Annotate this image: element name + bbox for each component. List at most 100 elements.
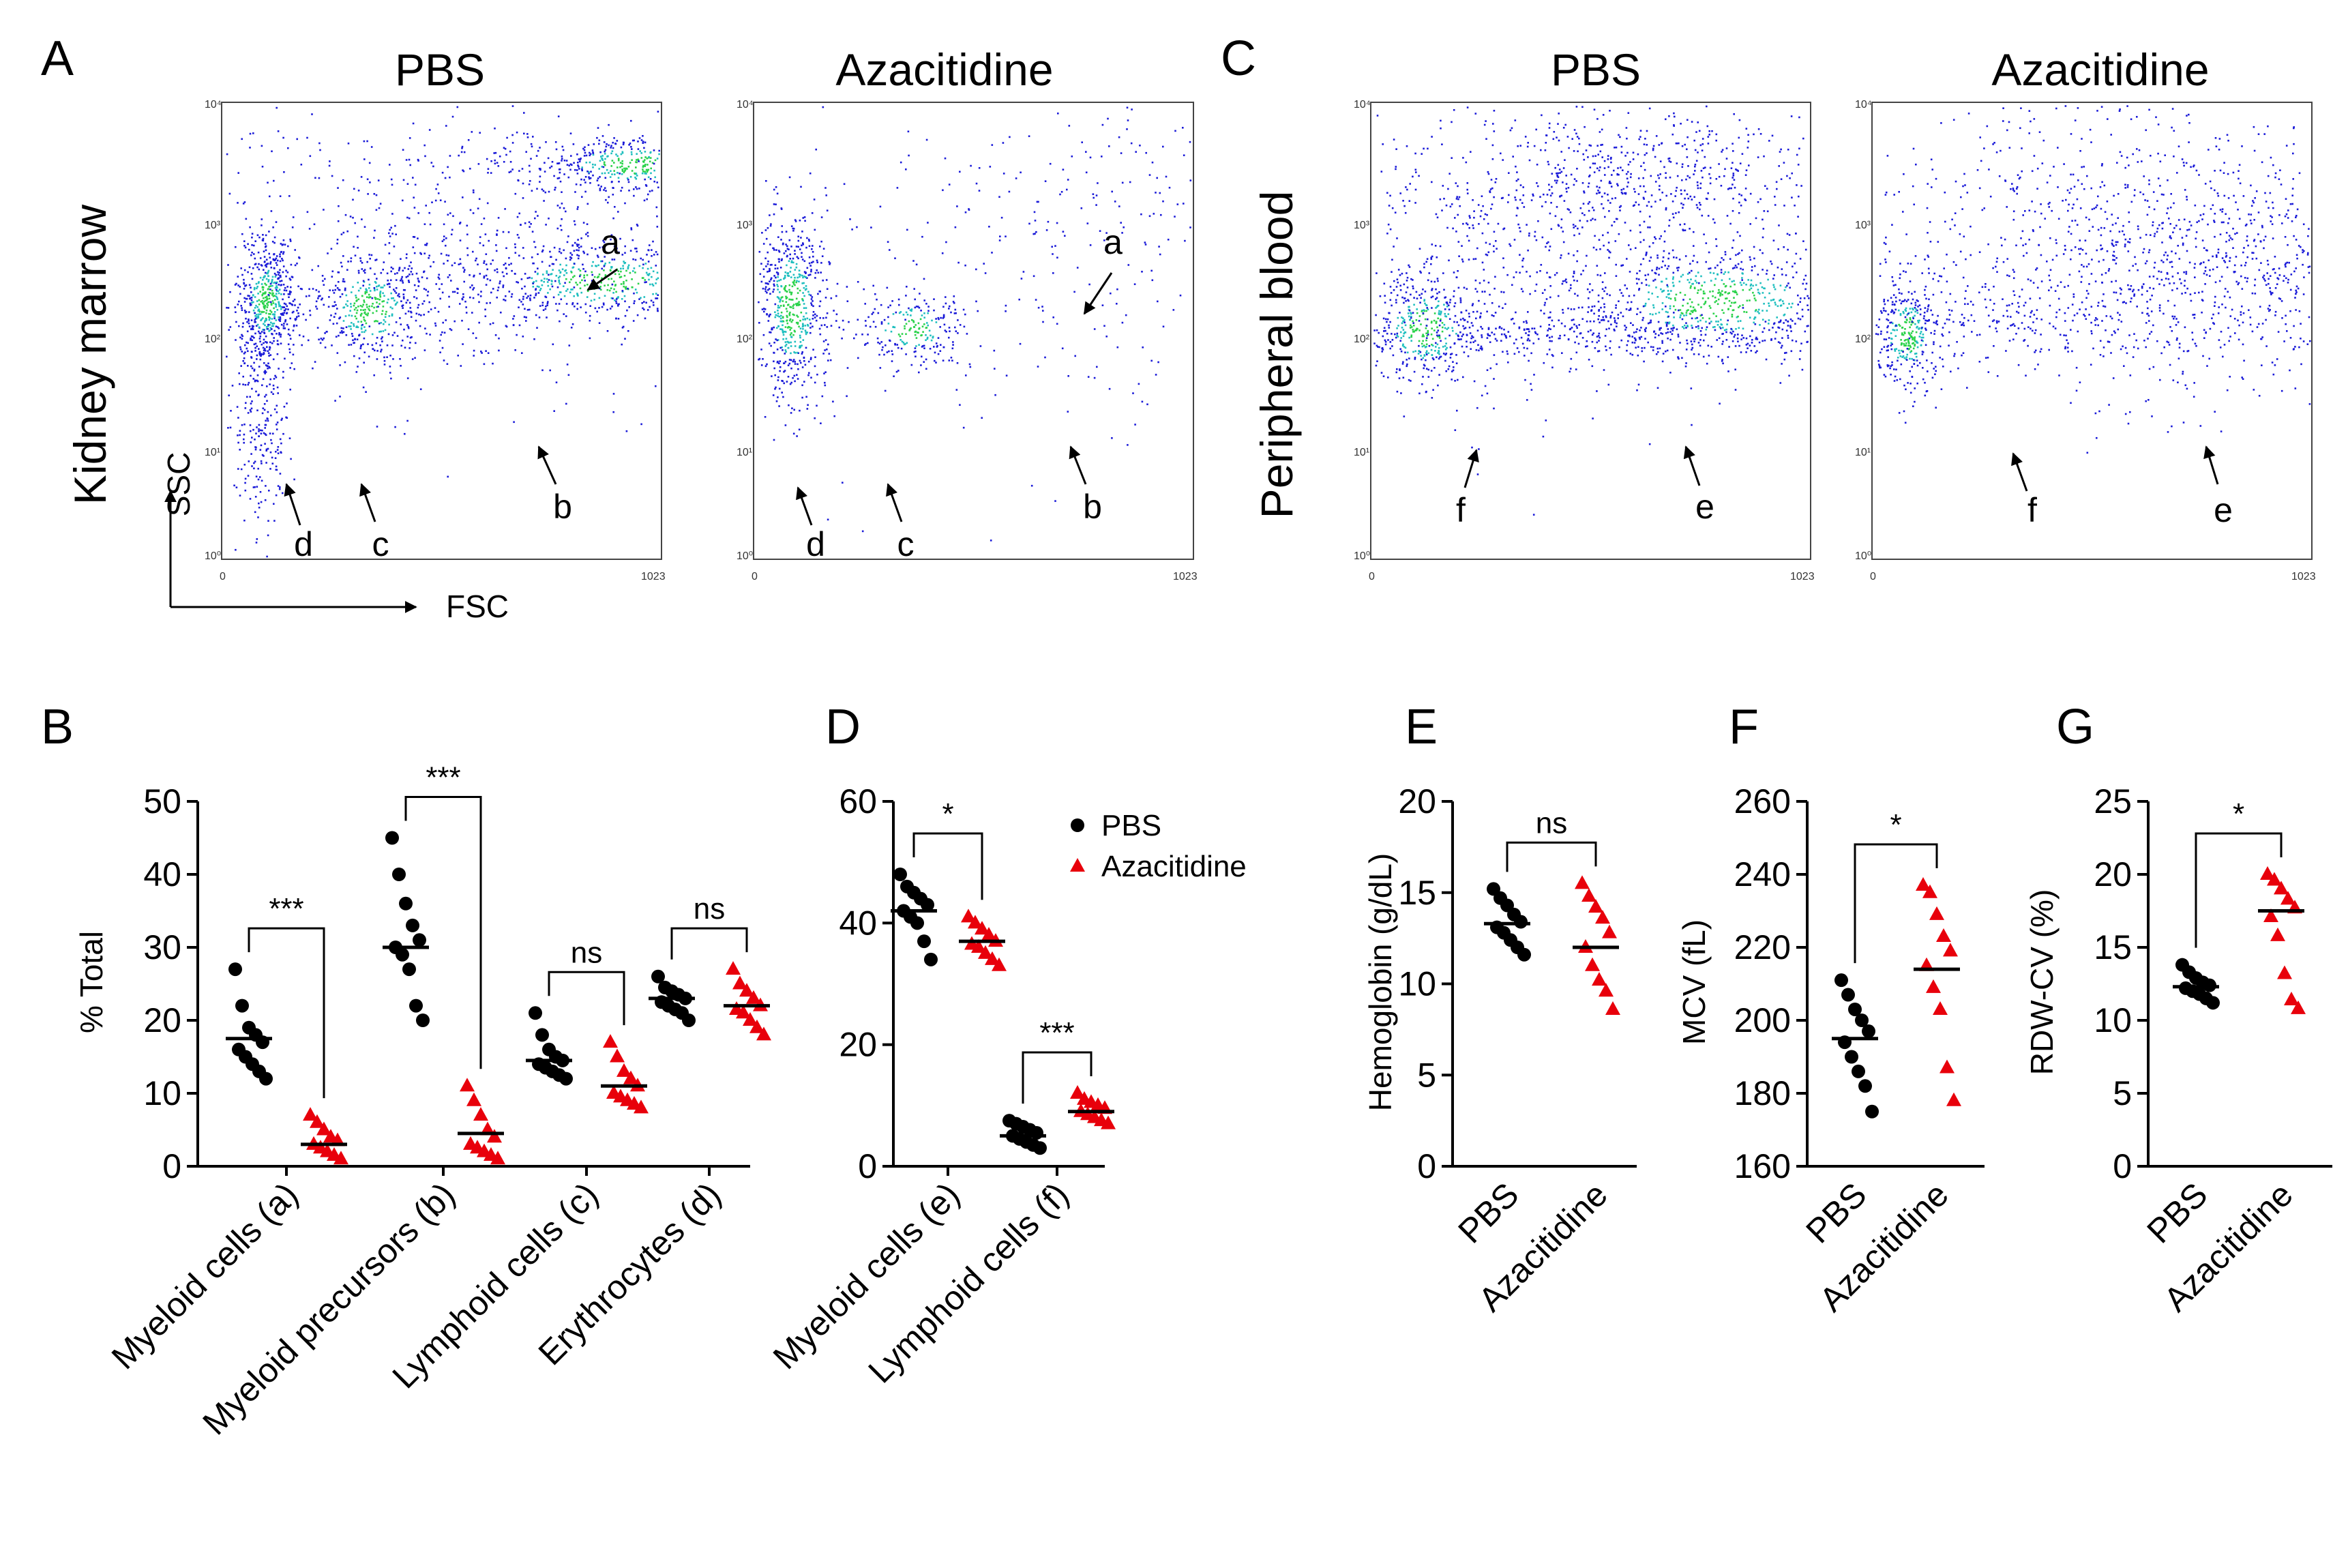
- density-point: [264, 372, 266, 374]
- density-point: [256, 266, 258, 269]
- density-point: [239, 348, 242, 351]
- density-point: [864, 320, 867, 322]
- density-point: [563, 207, 565, 209]
- density-point: [1672, 324, 1674, 327]
- density-point: [1568, 147, 1570, 149]
- density-point: [794, 363, 797, 365]
- density-point: [386, 301, 389, 304]
- density-point: [1460, 311, 1463, 314]
- density-point: [280, 313, 282, 315]
- density-point: [239, 430, 241, 432]
- density-point: [879, 205, 882, 208]
- density-point: [1162, 325, 1165, 328]
- density-point: [1028, 135, 1030, 137]
- density-point: [262, 237, 265, 240]
- density-point: [820, 240, 822, 243]
- density-point: [365, 391, 367, 393]
- density-point: [767, 289, 769, 291]
- density-point: [1732, 143, 1734, 145]
- density-point: [257, 316, 260, 319]
- density-point: [784, 274, 786, 277]
- density-point: [381, 300, 383, 303]
- density-point: [811, 248, 813, 250]
- density-point: [1402, 317, 1404, 319]
- density-point: [263, 409, 266, 411]
- density-point: [576, 293, 579, 296]
- density-point: [578, 168, 580, 170]
- density-point: [642, 160, 644, 162]
- density-point: [525, 316, 527, 319]
- density-point: [1125, 314, 1127, 316]
- density-point: [649, 190, 651, 192]
- density-point: [276, 286, 278, 289]
- density-point: [402, 296, 405, 298]
- density-point: [1792, 302, 1794, 305]
- density-point: [254, 317, 257, 320]
- density-point: [420, 314, 422, 316]
- density-point: [359, 305, 362, 307]
- density-point: [653, 254, 655, 256]
- density-point: [241, 307, 243, 309]
- density-point: [1416, 327, 1418, 330]
- density-point: [289, 388, 291, 391]
- density-point: [383, 319, 385, 321]
- density-point: [568, 164, 570, 167]
- density-point: [913, 326, 915, 328]
- density-point: [1704, 281, 1706, 284]
- density-point: [1768, 323, 1770, 325]
- density-point: [273, 329, 276, 332]
- density-point: [1626, 344, 1629, 346]
- density-point: [454, 291, 456, 293]
- density-point: [923, 344, 925, 347]
- density-point: [1726, 323, 1728, 325]
- density-point: [413, 207, 416, 209]
- density-point: [773, 275, 775, 277]
- density-point: [261, 384, 263, 387]
- density-point: [437, 276, 440, 278]
- density-point: [268, 349, 271, 351]
- density-point: [785, 344, 788, 346]
- density-point: [267, 325, 269, 327]
- density-point: [604, 158, 606, 160]
- density-point: [1430, 349, 1433, 351]
- density-point: [423, 270, 426, 273]
- density-point: [1391, 333, 1393, 335]
- density-point: [1633, 294, 1635, 297]
- density-point: [1054, 500, 1056, 502]
- density-point: [484, 233, 487, 235]
- density-point: [1453, 366, 1455, 368]
- density-point: [276, 424, 278, 426]
- density-point: [518, 324, 521, 327]
- density-point: [1461, 345, 1463, 348]
- density-point: [273, 311, 276, 313]
- density-point: [769, 331, 771, 334]
- density-point: [334, 400, 336, 402]
- density-point: [1659, 327, 1661, 329]
- density-point: [624, 314, 627, 317]
- density-point: [1459, 331, 1461, 334]
- density-point: [1655, 286, 1657, 289]
- density-point: [267, 323, 269, 326]
- density-point: [406, 299, 409, 301]
- density-point: [774, 311, 776, 313]
- density-point: [1716, 339, 1718, 341]
- density-point: [588, 171, 590, 173]
- density-point: [1706, 362, 1708, 365]
- density-point: [544, 308, 547, 310]
- density-point: [353, 308, 356, 311]
- density-point: [273, 295, 276, 297]
- density-point: [258, 299, 261, 301]
- density-point: [1672, 276, 1674, 278]
- density-point: [1418, 248, 1421, 250]
- density-point: [1430, 256, 1432, 259]
- density-point: [253, 467, 255, 470]
- density-point: [293, 368, 295, 370]
- density-point: [783, 382, 785, 385]
- density-point: [773, 283, 775, 286]
- density-point: [343, 280, 346, 283]
- density-point: [1737, 170, 1739, 172]
- density-point: [267, 362, 269, 365]
- density-point: [277, 290, 280, 293]
- density-point: [1795, 233, 1797, 235]
- density-point: [1101, 304, 1104, 306]
